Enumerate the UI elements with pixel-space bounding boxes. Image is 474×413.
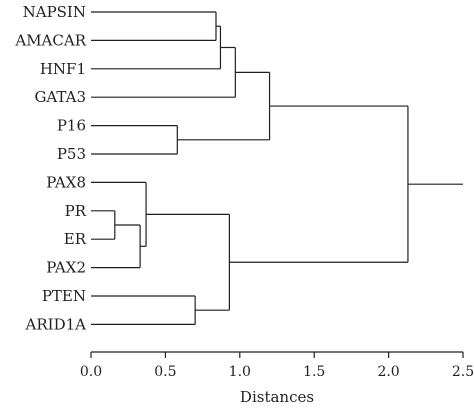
leaf-label-pr: PR bbox=[65, 202, 87, 220]
x-tick-label-3: 1.5 bbox=[303, 364, 325, 380]
leaf-label-p53: P53 bbox=[57, 145, 86, 163]
x-axis: 0.0 0.5 1.0 1.5 2.0 2.5 Distances bbox=[80, 351, 474, 406]
x-tick-label-2: 1.0 bbox=[229, 364, 251, 380]
leaf-label-hnf1: HNF1 bbox=[40, 60, 86, 78]
x-ticks: 0.0 0.5 1.0 1.5 2.0 2.5 bbox=[80, 352, 474, 380]
x-tick-label-0: 0.0 bbox=[80, 364, 102, 380]
x-tick-label-1: 0.5 bbox=[154, 364, 176, 380]
leaf-label-gata3: GATA3 bbox=[34, 88, 86, 106]
leaf-label-pten: PTEN bbox=[42, 287, 86, 305]
leaf-label-pax8: PAX8 bbox=[46, 173, 86, 191]
leaf-labels: NAPSIN AMACAR HNF1 GATA3 P16 P53 PAX8 PR ER PAX2 P… bbox=[14, 3, 86, 333]
x-tick-label-4: 2.0 bbox=[377, 364, 399, 380]
leaf-label-p16: P16 bbox=[57, 117, 86, 135]
leaf-label-pax2: PAX2 bbox=[46, 259, 86, 277]
leaf-label-napsin: NAPSIN bbox=[23, 3, 86, 21]
x-axis-title: Distances bbox=[240, 388, 314, 406]
leaf-label-arid1a: ARID1A bbox=[25, 315, 87, 333]
dendrogram-branches bbox=[91, 11, 463, 325]
leaf-label-amacar: AMACAR bbox=[14, 31, 86, 49]
leaf-label-er: ER bbox=[64, 230, 87, 248]
x-tick-label-5: 2.5 bbox=[452, 364, 474, 380]
